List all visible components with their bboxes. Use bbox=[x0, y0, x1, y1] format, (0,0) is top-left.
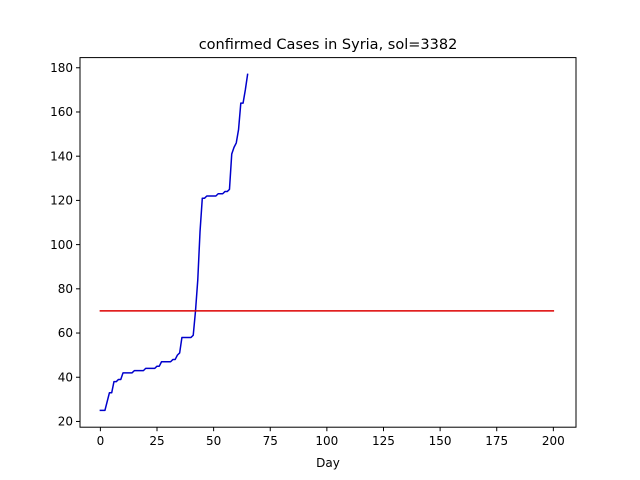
y-tick-label: 120 bbox=[50, 194, 73, 208]
y-tick-label: 180 bbox=[50, 61, 73, 75]
x-tick-label: 125 bbox=[372, 434, 395, 448]
x-tick-label: 100 bbox=[315, 434, 338, 448]
y-tick-label: 60 bbox=[58, 326, 73, 340]
x-tick-label: 75 bbox=[263, 434, 278, 448]
y-axis: 20 40 60 80 100 120 140 160 180 bbox=[50, 61, 80, 429]
y-tick-label: 140 bbox=[50, 149, 73, 163]
x-tick-label: 50 bbox=[206, 434, 221, 448]
y-tick-label: 100 bbox=[50, 238, 73, 252]
y-tick-label: 160 bbox=[50, 105, 73, 119]
x-tick-label: 200 bbox=[542, 434, 565, 448]
series-layer bbox=[99, 73, 555, 412]
series-line-1 bbox=[99, 73, 249, 412]
plot-frame bbox=[79, 57, 577, 428]
x-axis-label: Day bbox=[316, 456, 340, 470]
x-tick-label: 0 bbox=[97, 434, 105, 448]
x-tick-label: 25 bbox=[149, 434, 164, 448]
x-axis: 0 25 50 75 100 125 150 175 200 bbox=[97, 427, 565, 448]
y-tick-label: 80 bbox=[58, 282, 73, 296]
chart-title: confirmed Cases in Syria, sol=3382 bbox=[199, 37, 458, 53]
x-tick-label: 175 bbox=[485, 434, 508, 448]
y-tick-label: 40 bbox=[58, 370, 73, 384]
x-tick-label: 150 bbox=[429, 434, 452, 448]
y-tick-label: 20 bbox=[58, 415, 73, 429]
